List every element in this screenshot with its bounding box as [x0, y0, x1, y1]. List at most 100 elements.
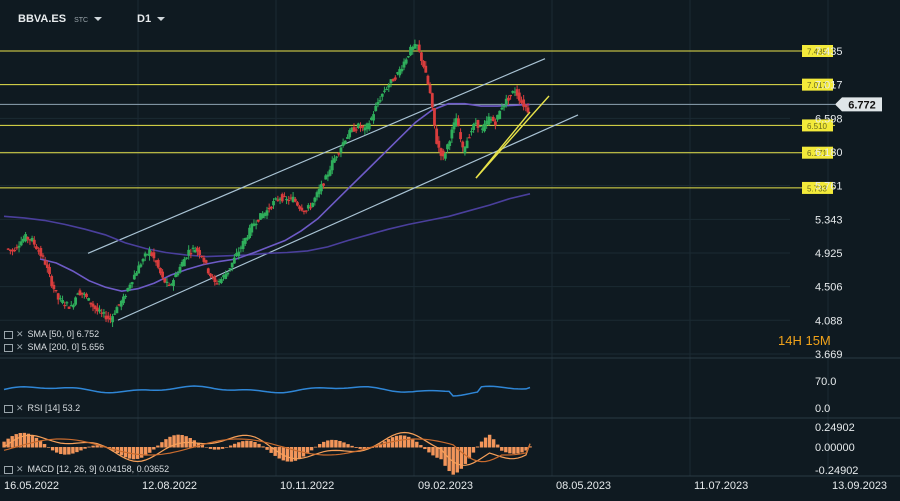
candle-body: [239, 247, 243, 249]
candle-body: [187, 249, 191, 256]
macd-histogram-bar: [180, 434, 184, 448]
candle-body: [206, 268, 210, 274]
candle-body: [58, 298, 62, 300]
candle-body: [413, 44, 417, 49]
candle-body: [52, 284, 56, 290]
settings-icon[interactable]: [4, 330, 13, 339]
close-icon[interactable]: ✕: [16, 464, 24, 474]
sma200-line: [3, 193, 531, 258]
candle-body: [411, 47, 415, 50]
candle-body: [467, 137, 471, 139]
close-icon[interactable]: ✕: [16, 329, 24, 339]
price-tick-label: 6.180: [815, 147, 843, 159]
macd-histogram-bar: [160, 442, 164, 448]
candle-body: [61, 300, 64, 303]
candle-body: [380, 93, 384, 97]
candle-body: [150, 252, 154, 256]
candle-body: [365, 123, 369, 130]
candle-body: [409, 46, 412, 56]
candle-body: [161, 271, 164, 278]
candle-body: [378, 100, 382, 102]
candle-body: [13, 249, 17, 252]
candle-body: [309, 207, 312, 209]
market-label: STC: [74, 17, 89, 24]
candle-body: [145, 254, 149, 256]
channel-upper-line: [87, 58, 546, 254]
sma50-label: SMA [50, 0] 6.752: [27, 329, 100, 339]
macd-histogram-bar: [516, 447, 520, 454]
candle-body: [254, 223, 258, 226]
symbol-selector[interactable]: BBVA.ES STC: [18, 13, 103, 25]
close-icon[interactable]: ✕: [16, 403, 24, 413]
macd-histogram-bar: [71, 447, 75, 454]
candle-body: [143, 253, 147, 257]
sma50-legend[interactable]: ✕ SMA [50, 0] 6.752: [4, 329, 99, 340]
candle-body: [350, 127, 354, 132]
candle-body: [87, 298, 91, 301]
candle-body: [274, 198, 278, 200]
candle-body: [476, 119, 480, 128]
macd-histogram-bar: [334, 440, 338, 448]
macd-histogram-bar: [402, 435, 407, 448]
candle-body: [391, 78, 395, 82]
candle-body: [202, 257, 206, 262]
horizontal-levels[interactable]: 7.435 7.017 6.510 6.171 5.733 6.772: [0, 45, 882, 194]
candle-body: [474, 122, 478, 124]
candle-body: [228, 268, 232, 270]
macd-histogram-bar: [148, 447, 152, 453]
settings-icon[interactable]: [4, 343, 13, 352]
candle-body: [169, 284, 173, 286]
candle-body: [72, 304, 75, 308]
candle-body: [235, 253, 238, 256]
close-icon[interactable]: ✕: [16, 342, 24, 352]
trend-channel[interactable]: [87, 58, 579, 321]
candle-body: [95, 307, 99, 312]
candle-body: [15, 247, 19, 249]
candle-body: [213, 276, 217, 283]
candle-body: [189, 253, 193, 255]
date-tick-label: 13.09.2023: [832, 480, 887, 492]
rsi-legend[interactable]: ✕ RSI [14] 53.2: [4, 403, 80, 414]
current-price-text: 6.772: [848, 99, 876, 111]
macd-histogram-bar: [318, 444, 322, 448]
candle-body: [396, 72, 399, 74]
macd-histogram-bar: [184, 436, 188, 448]
macd-histogram-bar: [79, 447, 83, 451]
candle-body: [241, 240, 245, 250]
macd-histogram-bar: [253, 442, 257, 448]
macd-label: MACD [12, 26, 9] 0.04158, 0.03652: [27, 464, 170, 474]
level-tag-text: 7.017: [807, 81, 828, 90]
candle-body: [76, 293, 80, 295]
macd-legend[interactable]: ✕ MACD [12, 26, 9] 0.04158, 0.03652: [4, 464, 169, 475]
macd-histogram-bar: [87, 446, 91, 448]
macd-histogram-bar: [245, 440, 249, 448]
macd-histogram-bar: [451, 447, 455, 475]
candle-body: [343, 140, 347, 144]
candle-body: [104, 315, 108, 320]
candle-body: [50, 276, 54, 287]
macd-histogram-bar: [30, 435, 35, 448]
macd-histogram-bar: [431, 447, 435, 456]
settings-icon[interactable]: [4, 404, 13, 413]
rsi-tick-label: 0.0: [815, 403, 830, 415]
candle-body: [522, 99, 526, 107]
macd-histogram-bar: [83, 447, 87, 449]
candle-body: [404, 59, 408, 64]
sma200-legend[interactable]: ✕ SMA [200, 0] 5.656: [4, 342, 104, 353]
candle-body: [370, 117, 373, 120]
price-tick-label: 7.017: [815, 80, 843, 92]
macd-tick-label: -0.24902: [815, 465, 858, 477]
candle-body: [174, 274, 178, 278]
candle-body: [348, 130, 352, 138]
settings-icon[interactable]: [4, 465, 13, 474]
candle-body: [100, 312, 104, 314]
macd-histogram-bar: [26, 433, 31, 448]
candle-body: [30, 238, 34, 242]
macd-histogram-bar: [6, 438, 10, 448]
interval-selector[interactable]: D1: [137, 13, 166, 25]
candle-body: [109, 317, 112, 320]
macd-histogram-bar: [330, 439, 334, 448]
candle-body: [359, 126, 362, 129]
macd-histogram-bar: [135, 447, 140, 459]
